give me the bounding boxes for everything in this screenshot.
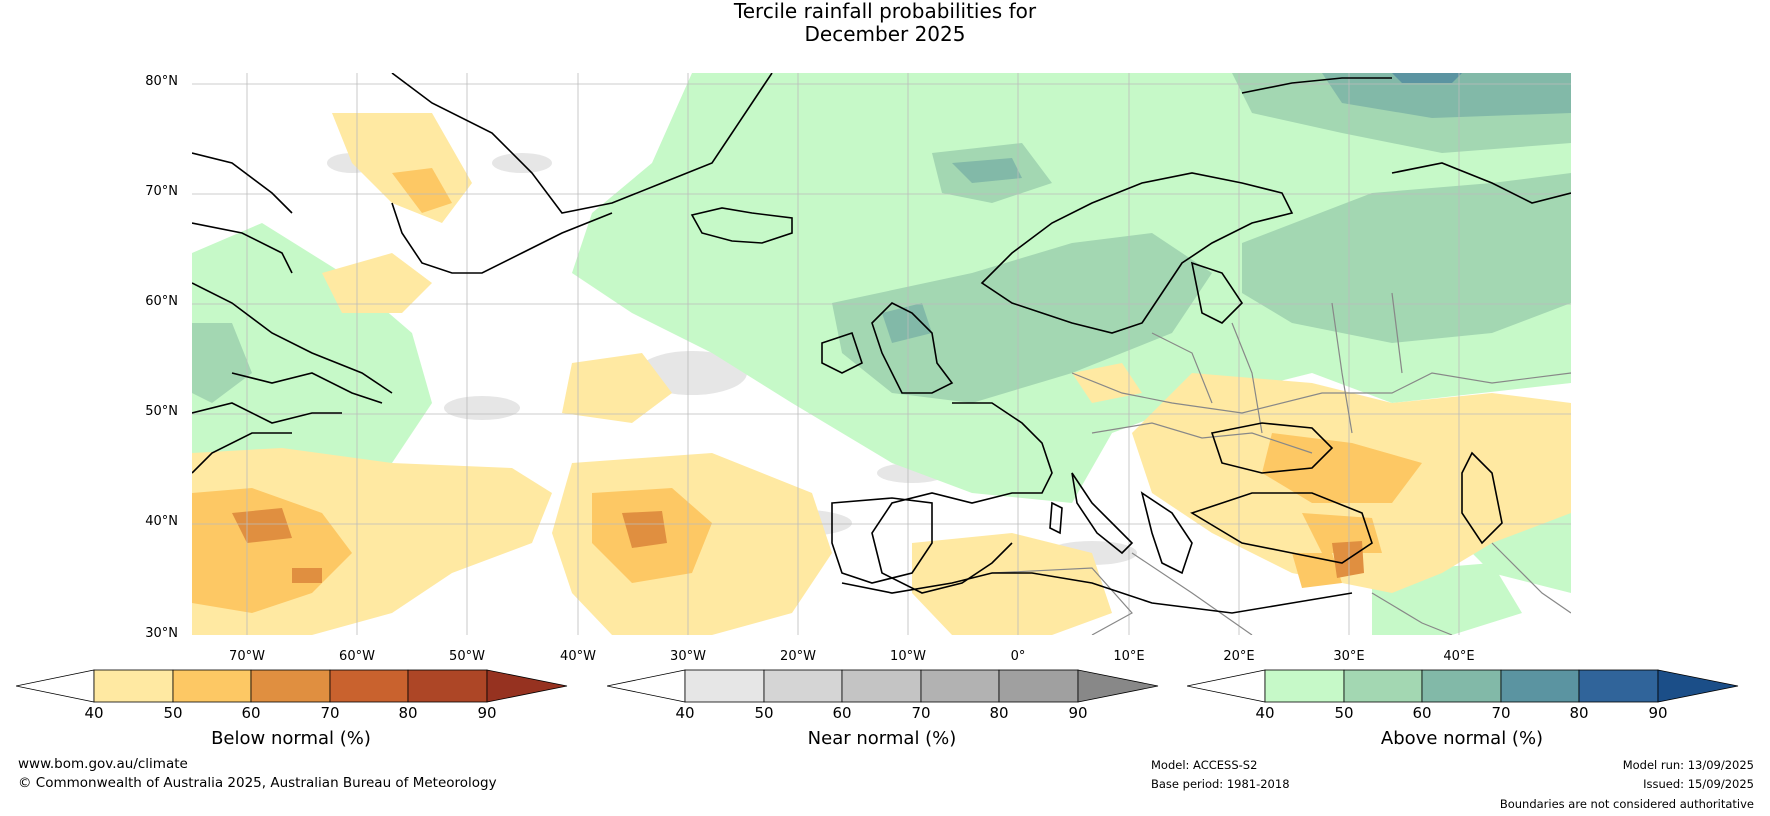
colorbar-below-segment-low xyxy=(16,669,95,703)
colorbar-near-tick-90: 90 xyxy=(1068,704,1088,722)
colorbar-near-segment-low xyxy=(607,669,686,703)
map-canvas xyxy=(192,73,1571,635)
colorbar-near-tick-40: 40 xyxy=(675,704,695,722)
colorbar-above-segment-2 xyxy=(1343,669,1423,703)
colorbar-near-normal xyxy=(607,669,1159,703)
lat-label-80n: 80°N xyxy=(145,74,178,89)
lon-label-40w: 40°W xyxy=(560,649,596,664)
colorbar-above-segment-5 xyxy=(1578,669,1659,703)
colorbar-below-tick-40: 40 xyxy=(84,704,104,722)
lat-label-60n: 60°N xyxy=(145,294,178,309)
issued-date: Issued: 15/09/2025 xyxy=(1643,777,1754,791)
colorbar-below-tick-70: 70 xyxy=(320,704,340,722)
colorbar-near-title: Near normal (%) xyxy=(807,728,957,749)
colorbar-above-tick-70: 70 xyxy=(1491,704,1511,722)
colorbar-above-tick-90: 90 xyxy=(1648,704,1668,722)
lon-label-30e: 30°E xyxy=(1333,649,1365,664)
lon-label-10w: 10°W xyxy=(890,649,926,664)
coastlines xyxy=(192,73,1571,614)
lon-label-30w: 30°W xyxy=(670,649,706,664)
colorbar-below-tick-60: 60 xyxy=(241,704,261,722)
colorbar-below-tick-50: 50 xyxy=(163,704,183,722)
colorbar-near-tick-50: 50 xyxy=(754,704,774,722)
colorbar-near-segment-4 xyxy=(920,669,1000,703)
gridlines xyxy=(192,73,1571,635)
boundaries-disclaimer: Boundaries are not considered authoritat… xyxy=(1499,797,1754,811)
below-normal-areas xyxy=(192,113,1571,635)
lat-label-30n: 30°N xyxy=(145,626,178,641)
colorbar-near-tick-70: 70 xyxy=(911,704,931,722)
colorbar-near-segment-3 xyxy=(841,669,922,703)
colorbar-above-normal xyxy=(1187,669,1739,703)
colorbar-above-title: Above normal (%) xyxy=(1380,728,1544,749)
website-link[interactable]: www.bom.gov.au/climate xyxy=(18,756,188,772)
colorbar-below-segment-5 xyxy=(407,669,488,703)
colorbar-above-segment-3 xyxy=(1421,669,1502,703)
model-name: Model: ACCESS-S2 xyxy=(1151,758,1258,772)
colorbar-above-segment-high xyxy=(1657,669,1739,703)
colorbar-above-segment-4 xyxy=(1500,669,1580,703)
colorbar-near-tick-60: 60 xyxy=(832,704,852,722)
colorbar-below-segment-1 xyxy=(93,669,174,703)
lon-label-20e: 20°E xyxy=(1223,649,1255,664)
map-title-line2: December 2025 xyxy=(804,22,966,46)
colorbar-below-segment-high xyxy=(486,669,568,703)
rainfall-probability-map xyxy=(192,73,1571,635)
colorbar-below-segment-3 xyxy=(250,669,331,703)
map-title-line1: Tercile rainfall probabilities for xyxy=(733,0,1037,23)
copyright-notice: © Commonwealth of Australia 2025, Austra… xyxy=(18,775,497,791)
colorbar-near-tick-80: 80 xyxy=(989,704,1009,722)
colorbar-near-segment-high xyxy=(1077,669,1159,703)
lon-label-10e: 10°E xyxy=(1113,649,1145,664)
colorbar-above-tick-80: 80 xyxy=(1569,704,1589,722)
lon-label-50w: 50°W xyxy=(449,649,485,664)
lat-label-70n: 70°N xyxy=(145,184,178,199)
colorbar-near-segment-5 xyxy=(998,669,1079,703)
colorbar-below-normal xyxy=(16,669,568,703)
lon-label-70w: 70°W xyxy=(229,649,265,664)
colorbar-below-tick-90: 90 xyxy=(477,704,497,722)
base-period: Base period: 1981-2018 xyxy=(1151,777,1290,791)
colorbar-near-segment-2 xyxy=(763,669,843,703)
colorbar-below-title: Below normal (%) xyxy=(211,728,371,749)
lon-label-0: 0° xyxy=(1010,649,1026,664)
colorbar-above-tick-50: 50 xyxy=(1334,704,1354,722)
colorbar-below-tick-80: 80 xyxy=(398,704,418,722)
map-title: Tercile rainfall probabilities for Decem… xyxy=(0,0,1770,46)
lat-label-40n: 40°N xyxy=(145,514,178,529)
lon-label-40e: 40°E xyxy=(1443,649,1475,664)
model-run-date: Model run: 13/09/2025 xyxy=(1622,758,1754,772)
colorbar-above-segment-low xyxy=(1187,669,1266,703)
colorbar-near-segment-1 xyxy=(684,669,765,703)
colorbar-below-segment-2 xyxy=(172,669,252,703)
lon-label-20w: 20°W xyxy=(780,649,816,664)
colorbar-above-segment-1 xyxy=(1264,669,1345,703)
colorbar-above-tick-40: 40 xyxy=(1255,704,1275,722)
lon-label-60w: 60°W xyxy=(339,649,375,664)
colorbar-below-segment-4 xyxy=(329,669,409,703)
colorbar-above-tick-60: 60 xyxy=(1412,704,1432,722)
lat-label-50n: 50°N xyxy=(145,404,178,419)
